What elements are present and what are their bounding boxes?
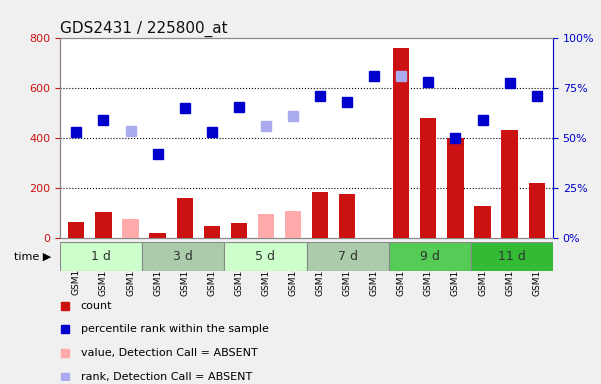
Bar [69,222,85,238]
Bar [285,210,301,238]
Bar [312,192,328,238]
Bar [177,198,193,238]
Text: value, Detection Call = ABSENT: value, Detection Call = ABSENT [81,348,257,358]
Text: 11 d: 11 d [498,250,526,263]
Bar [528,183,545,238]
FancyBboxPatch shape [142,242,224,271]
Bar [96,212,112,238]
Text: 9 d: 9 d [419,250,440,263]
Bar [339,194,355,238]
Text: 3 d: 3 d [173,250,194,263]
Bar [393,48,409,238]
Text: 5 d: 5 d [255,250,275,263]
Bar [447,138,463,238]
Bar [474,206,490,238]
FancyBboxPatch shape [307,242,389,271]
FancyBboxPatch shape [471,242,553,271]
FancyBboxPatch shape [389,242,471,271]
Bar [204,226,220,238]
Text: 1 d: 1 d [91,250,111,263]
Text: percentile rank within the sample: percentile rank within the sample [81,324,269,334]
FancyBboxPatch shape [224,242,307,271]
Text: GDS2431 / 225800_at: GDS2431 / 225800_at [60,21,228,37]
FancyBboxPatch shape [60,242,142,271]
Bar [150,233,166,238]
Text: rank, Detection Call = ABSENT: rank, Detection Call = ABSENT [81,372,252,382]
Bar [231,223,247,238]
Bar [420,118,436,238]
Bar [258,214,274,238]
Bar [501,129,517,238]
Text: 7 d: 7 d [338,250,358,263]
Text: count: count [81,301,112,311]
Bar [123,219,139,238]
Text: time ▶: time ▶ [14,251,51,262]
